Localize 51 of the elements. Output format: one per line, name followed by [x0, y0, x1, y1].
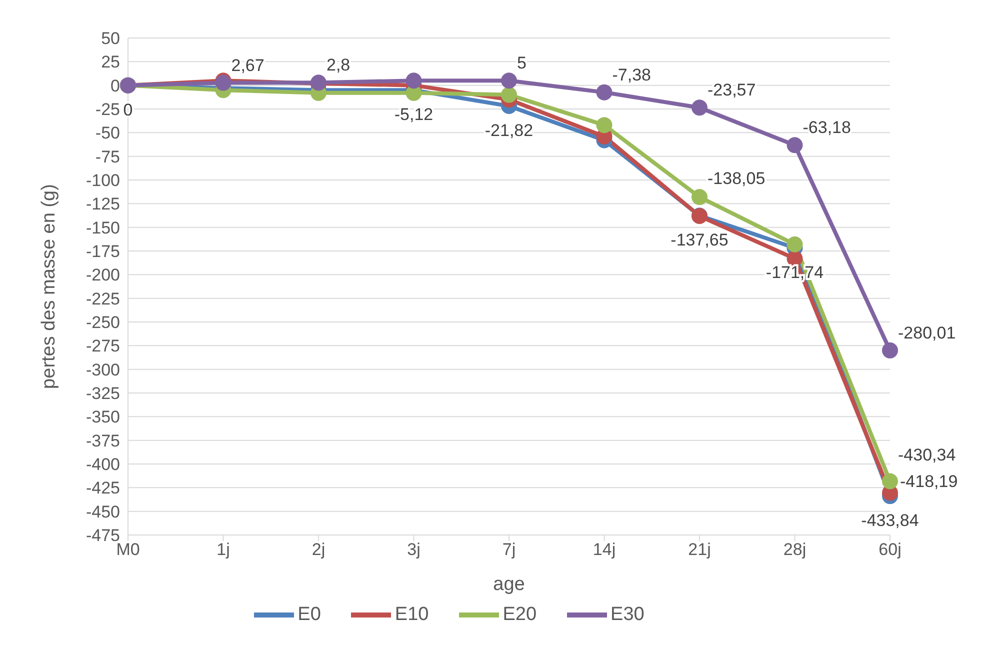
data-label: -21,82 [484, 120, 534, 140]
y-tick-label: -350 [86, 408, 120, 427]
data-label: -137,65 [670, 230, 728, 250]
data-label: 2,67 [231, 56, 264, 75]
legend-label: E10 [394, 604, 429, 626]
x-tick-label: 60j [878, 540, 902, 560]
data-label: -418,19 [900, 472, 958, 492]
legend-label: E20 [502, 604, 537, 626]
x-tick-label: 14j [592, 540, 616, 560]
y-tick-label: -400 [86, 455, 120, 474]
x-tick-label: 1j [216, 540, 230, 560]
y-tick-label: -125 [86, 194, 120, 214]
x-axis-title: age [493, 574, 525, 595]
data-label: -433,84 [861, 511, 919, 530]
data-label: 5 [517, 54, 526, 73]
data-label: -23,57 [708, 80, 756, 100]
y-tick-label: -200 [86, 266, 120, 285]
x-tick-label: 2j [312, 540, 326, 560]
y-tick-label: -375 [86, 431, 120, 450]
y-tick-label: 25 [101, 52, 120, 72]
y-tick-label: -25 [95, 100, 120, 120]
x-tick-label: 28j [783, 540, 806, 560]
y-tick-label: -225 [86, 289, 120, 308]
y-tick-label: -275 [86, 336, 120, 356]
x-tick-label: M0 [116, 540, 140, 560]
y-tick-label: -250 [86, 313, 120, 332]
y-tick-label: -425 [86, 478, 120, 498]
y-tick-label: -150 [86, 218, 120, 238]
y-axis-title: pertes des masse en (g) [38, 184, 60, 389]
y-tick-label: -300 [86, 360, 120, 380]
y-tick-label: -450 [86, 502, 120, 522]
data-label: -138,05 [708, 169, 766, 188]
data-label: -63,18 [802, 118, 851, 138]
data-label: -430,34 [898, 446, 956, 465]
y-tick-label: 0 [110, 76, 120, 96]
y-tick-label: -325 [86, 384, 120, 404]
data-label: 2,8 [326, 56, 350, 75]
data-label: -5,12 [394, 105, 434, 124]
y-tick-label: -175 [86, 242, 120, 262]
y-tick-label: -75 [95, 147, 120, 166]
y-tick-label: -100 [86, 171, 120, 190]
y-tick-label: -50 [95, 124, 120, 143]
x-tick-label: 7j [502, 540, 516, 560]
legend-label: E0 [298, 604, 321, 626]
x-tick-label: 3j [407, 540, 420, 560]
data-label: 0 [123, 100, 133, 120]
legend-label: E30 [610, 604, 644, 626]
x-tick-label: 21j [688, 540, 711, 560]
y-tick-label: 50 [101, 29, 120, 48]
data-label: -7,38 [612, 65, 651, 84]
data-label: -280,01 [898, 323, 956, 342]
